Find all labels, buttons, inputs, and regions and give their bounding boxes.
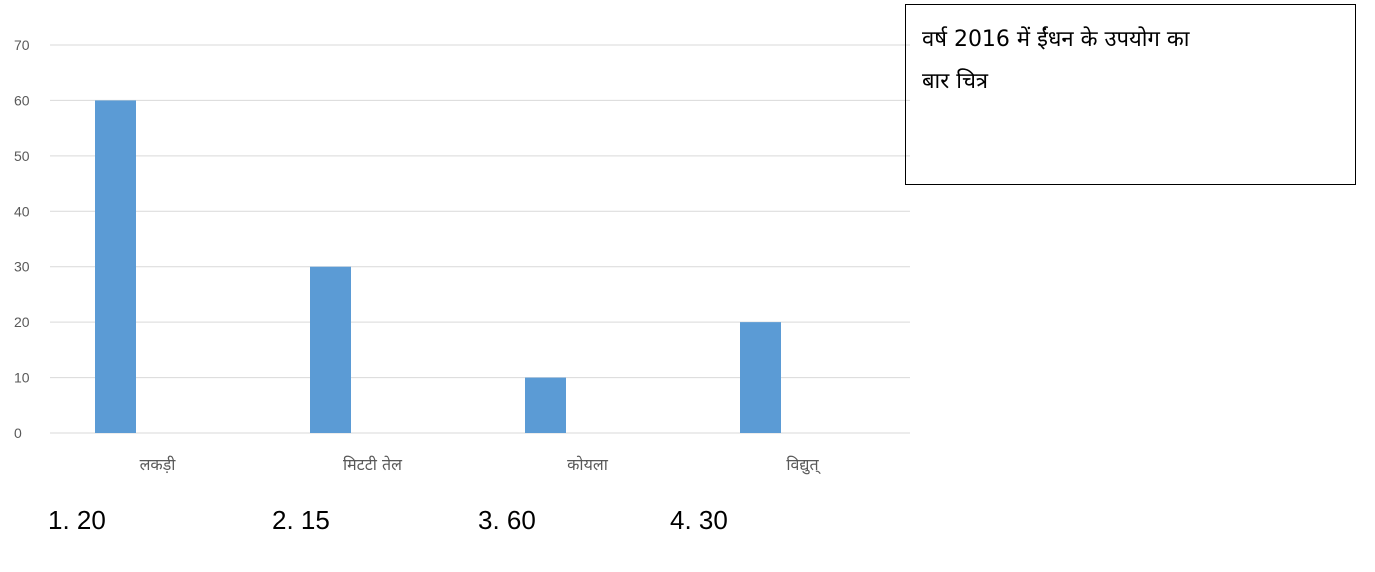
bar	[95, 100, 136, 433]
gridlines	[50, 44, 910, 434]
y-tick-label: 10	[14, 370, 30, 386]
x-category-label: मिटटी तेल	[343, 455, 403, 474]
bar	[740, 322, 781, 433]
bar	[310, 266, 351, 433]
caption-line-2: बार चित्र	[922, 69, 989, 94]
y-axis-ticks: 0 10 20 30 40 50 60 70	[14, 37, 30, 441]
chart-caption-box: वर्ष 2016 में ईंधन के उपयोग का बार चित्र	[905, 4, 1356, 185]
bar-chart: 0 10 20 30 40 50 60 70 लकड़ी मिटटी तेल कोयला विद्य…	[14, 37, 910, 475]
x-axis-labels: लकड़ी मिटटी तेल कोयला विद्युत्	[140, 455, 822, 475]
y-tick-label: 50	[14, 148, 30, 164]
answer-options: 1. 20 2. 15 3. 60 4. 30	[0, 505, 1375, 555]
x-category-label: विद्युत्	[786, 455, 821, 475]
y-tick-label: 40	[14, 203, 30, 219]
y-tick-label: 60	[14, 92, 30, 108]
option-4[interactable]: 4. 30	[670, 505, 728, 535]
caption-line-1: वर्ष 2016 में ईंधन के उपयोग का	[922, 27, 1190, 52]
y-tick-label: 0	[14, 425, 22, 441]
option-2[interactable]: 2. 15	[272, 505, 330, 535]
x-category-label: कोयला	[567, 455, 609, 474]
bar	[525, 377, 566, 433]
y-tick-label: 30	[14, 259, 30, 275]
option-3[interactable]: 3. 60	[478, 505, 536, 535]
option-1[interactable]: 1. 20	[48, 505, 106, 535]
bars	[95, 100, 781, 433]
y-tick-label: 70	[14, 37, 30, 53]
y-tick-label: 20	[14, 314, 30, 330]
x-category-label: लकड़ी	[140, 455, 177, 474]
